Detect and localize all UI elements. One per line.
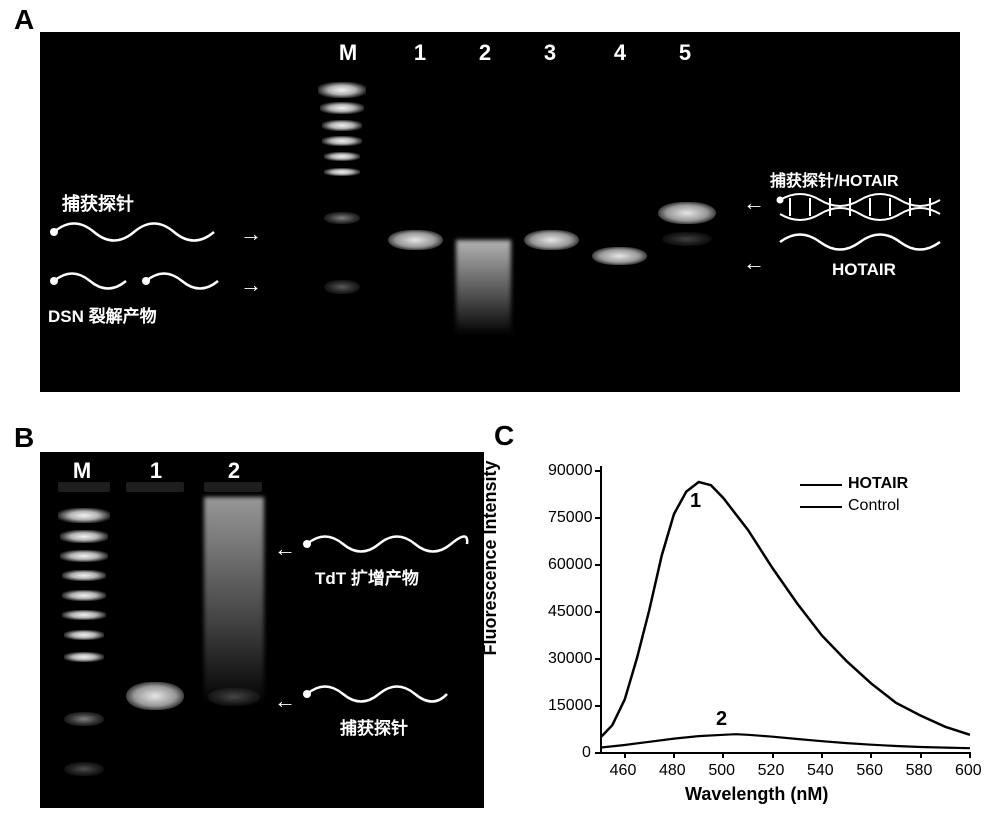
- chart-c: Fluorescence Intensity Wavelength (nM) 0…: [520, 448, 980, 810]
- ytick-6: 90000: [548, 462, 593, 480]
- gel-a-lane-2: 2: [465, 40, 505, 66]
- y-axis-label: Fluorescence Intensity: [480, 428, 501, 688]
- arrow-left-icon: ←: [743, 190, 765, 216]
- xtick-0: 460: [610, 762, 637, 780]
- gel-b-panel: M 1 2 ← ← TdT 扩增产物 捕获探针: [40, 452, 484, 808]
- capture-probe-icon: [48, 217, 228, 247]
- gel-a-left-label-1: 捕获探针: [62, 190, 134, 216]
- dsn-fragment-icon-1: [48, 267, 138, 295]
- gel-a-lane-4: 4: [600, 40, 640, 66]
- xtick-6: 580: [906, 762, 933, 780]
- duplex-icon: [775, 190, 950, 224]
- dsn-fragment-icon-2: [140, 267, 230, 295]
- ytick-0: 0: [582, 744, 591, 762]
- arrow-right-icon: →: [240, 221, 262, 247]
- gel-a-right-label-2: HOTAIR: [832, 260, 896, 280]
- gel-a-left-label-2: DSN 裂解产物: [48, 302, 157, 327]
- panel-label-b: B: [14, 422, 34, 454]
- ytick-5: 75000: [548, 509, 593, 527]
- capture-probe-icon-b: [302, 680, 452, 708]
- gel-a-region: [278, 70, 738, 370]
- xtick-2: 500: [708, 762, 735, 780]
- xtick-3: 520: [758, 762, 785, 780]
- chart-svg: [600, 466, 970, 754]
- panel-label-a: A: [14, 4, 34, 36]
- gel-a-lane-1: 1: [400, 40, 440, 66]
- ytick-2: 30000: [548, 650, 593, 668]
- gel-a-right-label-1: 捕获探针/HOTAIR: [770, 167, 899, 191]
- hotair-strand-icon: [775, 228, 950, 256]
- xtick-4: 540: [807, 762, 834, 780]
- x-axis-label: Wavelength (nM): [685, 784, 828, 805]
- gel-a-lane-m: M: [328, 40, 368, 66]
- gel-a-lane-5: 5: [665, 40, 705, 66]
- tdt-product-icon: [302, 530, 472, 558]
- arrow-left-icon: ←: [274, 536, 296, 562]
- xtick-1: 480: [659, 762, 686, 780]
- arrow-right-icon: →: [240, 272, 262, 298]
- xtick-5: 560: [856, 762, 883, 780]
- gel-b-label-2: 捕获探针: [340, 714, 408, 739]
- gel-b-label-1: TdT 扩增产物: [315, 564, 419, 589]
- ytick-1: 15000: [548, 697, 593, 715]
- arrow-left-icon: ←: [274, 688, 296, 714]
- gel-b-lane-1: 1: [138, 458, 174, 484]
- arrow-left-icon: ←: [743, 250, 765, 276]
- xtick-7: 600: [955, 762, 982, 780]
- gel-a-lane-3: 3: [530, 40, 570, 66]
- ytick-4: 60000: [548, 556, 593, 574]
- ytick-3: 45000: [548, 603, 593, 621]
- gel-b-lane-2: 2: [216, 458, 252, 484]
- gel-b-lane-m: M: [64, 458, 100, 484]
- gel-a-panel: M 1 2 3 4 5 捕获探针 DSN 裂解产物 捕获探针/HOTAIR HO…: [40, 32, 960, 392]
